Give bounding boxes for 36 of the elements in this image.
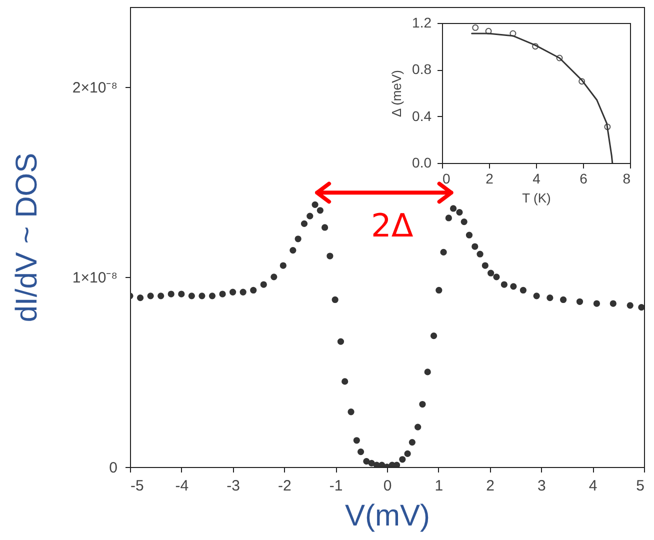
x-tick-label: -5 xyxy=(130,478,144,494)
y-axis-title: Δ (meV) xyxy=(389,70,404,117)
x-tick-label: 1 xyxy=(434,478,444,494)
x-tick-label: 4 xyxy=(532,170,541,186)
line-series xyxy=(471,32,614,163)
y-tick-label: 2×10⁻⁸ xyxy=(72,79,118,96)
x-tick-label: -1 xyxy=(329,478,343,494)
point xyxy=(510,30,516,37)
annotation: 2Δ xyxy=(371,206,414,245)
x-tick-label: -2 xyxy=(278,478,292,494)
point xyxy=(604,124,611,130)
x-tick-label: 4 xyxy=(588,478,598,494)
point xyxy=(485,28,492,34)
x-tick-label: 6 xyxy=(580,170,588,186)
point xyxy=(556,54,563,62)
x-axis-title: T (K) xyxy=(522,190,551,206)
point xyxy=(532,43,539,50)
y-tick-label: 0.4 xyxy=(412,108,432,124)
y-tick-label: 1×10⁻⁸ xyxy=(72,269,118,286)
point xyxy=(578,78,586,85)
x-tick-label: 2 xyxy=(486,170,494,186)
x-tick-label: 5 xyxy=(636,478,644,494)
point xyxy=(472,24,479,31)
x-axis-title: V(mV) xyxy=(345,500,430,532)
x-tick-label: 2 xyxy=(486,478,494,494)
x-tick-label: 8 xyxy=(622,170,631,186)
y-tick-label: 0 xyxy=(109,460,118,476)
x-tick-label: 0 xyxy=(383,478,392,494)
y-tick-label: 0.0 xyxy=(412,154,432,170)
x-tick-label: -3 xyxy=(226,478,240,494)
x-tick-label: 3 xyxy=(538,478,546,494)
y-tick-label: 1.2 xyxy=(412,14,432,30)
x-tick-label: -4 xyxy=(175,478,189,494)
y-axis-title: dI/dV ~ DOS xyxy=(10,152,44,322)
y-tick-label: 0.8 xyxy=(412,61,432,78)
x-tick-label: 0 xyxy=(442,170,450,186)
